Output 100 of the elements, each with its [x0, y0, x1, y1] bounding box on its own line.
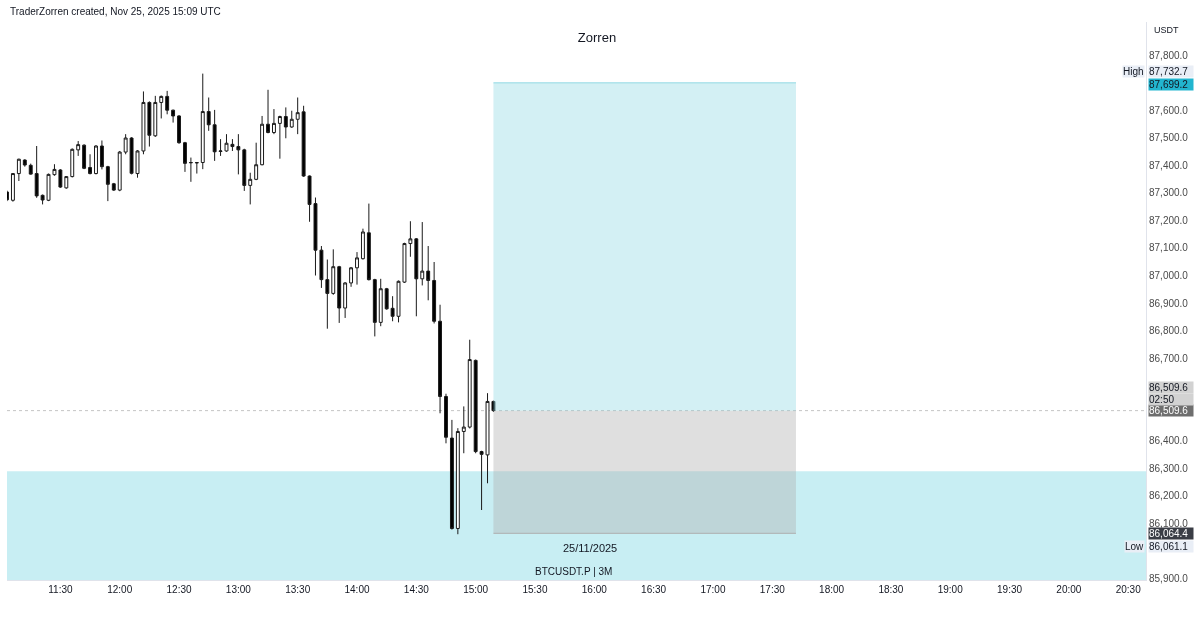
text: Zorren	[577, 29, 617, 45]
candlestick	[444, 393, 448, 444]
text: 02:50	[1149, 394, 1175, 405]
candlestick	[384, 287, 389, 311]
x-tick-label: 12:00	[107, 584, 133, 595]
candlestick	[295, 97, 300, 135]
annotation: 25/11/2025	[563, 542, 618, 554]
x-tick-label: 18:00	[819, 584, 845, 595]
candlestick	[111, 182, 116, 192]
candlestick	[159, 95, 164, 119]
candlestick	[22, 158, 27, 168]
x-tick-label: 17:30	[759, 584, 786, 595]
candlestick	[82, 143, 87, 170]
text: 86,064.4	[1149, 528, 1189, 539]
candlestick	[360, 228, 365, 261]
y-tick-label: 86,400.0	[1149, 435, 1189, 447]
y-tick-label: 87,200.0	[1149, 214, 1189, 226]
text: 86,061.1	[1149, 541, 1189, 552]
y-tick-label: 86,200.0	[1149, 490, 1189, 502]
candlestick	[449, 419, 454, 531]
x-tick-label: 13:00	[225, 584, 252, 595]
annotation: Low	[1125, 541, 1145, 552]
candlestick	[343, 281, 348, 319]
candlestick	[277, 115, 282, 160]
y-tick-label: 86,700.0	[1149, 352, 1189, 364]
x-tick-label: 20:00	[1056, 584, 1082, 595]
y-tick-label: 87,400.0	[1149, 159, 1189, 171]
text: TraderZorren created, Nov 25, 2025 15:09 UTC	[10, 6, 221, 17]
candlestick	[165, 90, 170, 115]
candlestick	[153, 95, 158, 138]
candlestick	[266, 89, 270, 134]
x-tick-label: 20:30	[1115, 584, 1142, 595]
candlestick	[248, 172, 253, 205]
y-tick-label: 85,900.0	[1149, 573, 1189, 585]
text: 87,732.7	[1149, 66, 1189, 77]
x-tick-label: 12:30	[166, 584, 192, 595]
candlestick	[177, 114, 181, 145]
x-tick-label: 15:30	[522, 584, 548, 595]
candlestick	[378, 278, 383, 327]
x-tick-label: 13:30	[285, 584, 311, 595]
candlestick	[16, 158, 21, 182]
candlestick	[337, 265, 342, 324]
candlestick	[28, 163, 33, 176]
x-tick-label: 15:00	[463, 584, 489, 595]
candlestick	[420, 221, 425, 286]
annotation: BTCUSDT.P | 3M	[535, 566, 613, 577]
y-tick-label: 86,900.0	[1149, 297, 1189, 309]
candlestick	[171, 109, 176, 124]
x-tick-label: 14:30	[403, 584, 430, 595]
text: 86,509.6	[1149, 382, 1189, 393]
candlestick	[206, 97, 211, 132]
candlestick	[426, 245, 431, 301]
candlestick	[355, 251, 359, 286]
candlestick	[432, 261, 437, 324]
candlestick	[183, 141, 187, 173]
text: 87,699.2	[1149, 79, 1189, 90]
candlestick	[272, 108, 276, 135]
candlestick	[349, 266, 354, 288]
candlestick	[331, 248, 336, 296]
annotation: High	[1123, 66, 1144, 77]
candlestick	[260, 115, 265, 166]
candlestick	[70, 147, 75, 178]
y-tick-label: 87,300.0	[1149, 187, 1189, 199]
y-axis-title: USDT	[1154, 25, 1179, 35]
candlestick	[10, 172, 15, 203]
candlestick	[105, 165, 110, 202]
y-tick-label: 87,600.0	[1149, 104, 1189, 116]
ref-line-label: 86,509.6	[1149, 405, 1189, 416]
y-tick-label: 87,100.0	[1149, 242, 1189, 254]
candlestick	[194, 161, 199, 175]
candlestick	[283, 106, 288, 139]
candlestick	[254, 142, 259, 181]
candlestick	[200, 73, 205, 170]
x-tick-label: 11:30	[48, 584, 73, 595]
candlestick	[289, 110, 294, 129]
y-tick-label: 87,500.0	[1149, 132, 1189, 144]
y-tick-label: 87,800.0	[1149, 49, 1189, 61]
candlestick	[455, 427, 460, 535]
x-tick-label: 14:00	[344, 584, 370, 595]
x-tick-label: 17:00	[700, 584, 726, 595]
candlestick	[99, 139, 104, 170]
candlestick	[117, 150, 122, 192]
candlestick	[188, 157, 193, 183]
candlestick	[372, 278, 377, 337]
y-tick-label: 86,100.0	[1149, 518, 1189, 530]
candlestick	[76, 140, 81, 157]
candlestick	[64, 175, 69, 190]
candlestick	[461, 405, 466, 454]
candlestick	[94, 144, 98, 175]
x-tick-label: 19:00	[937, 584, 964, 595]
y-tick-label: 87,000.0	[1149, 270, 1189, 282]
candlestick	[242, 148, 247, 192]
candlestick	[366, 203, 371, 281]
x-tick-label: 16:30	[641, 584, 667, 595]
x-tick-label: 18:30	[878, 584, 904, 595]
y-tick-label: 86,800.0	[1149, 325, 1189, 337]
x-tick-label: 16:00	[581, 584, 608, 595]
y-tick-label: 86,300.0	[1149, 462, 1189, 474]
candlestick	[438, 304, 443, 414]
candlestick	[467, 339, 472, 429]
